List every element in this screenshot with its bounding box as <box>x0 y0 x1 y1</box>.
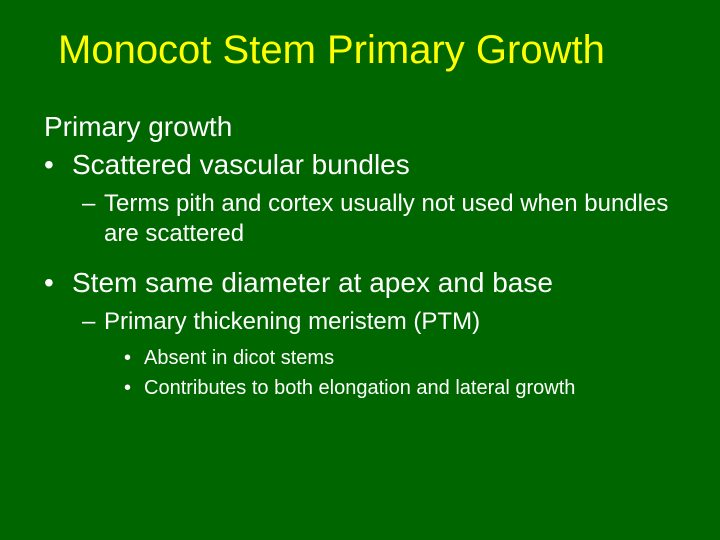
bullet-icon: • <box>44 149 72 181</box>
sub-bullet-text: Primary thickening meristem (PTM) <box>104 307 480 337</box>
sub-sub-bullet-text: Contributes to both elongation and later… <box>144 375 575 401</box>
bullet-icon: • <box>124 345 144 371</box>
bullet-item-1: • Scattered vascular bundles <box>44 149 680 181</box>
bullet-icon: • <box>44 267 72 299</box>
bullet-text: Stem same diameter at apex and base <box>72 267 553 299</box>
slide: Monocot Stem Primary Growth Primary grow… <box>0 0 720 540</box>
sub-bullet-text: Terms pith and cortex usually not used w… <box>104 189 680 249</box>
sub-sub-bullet-2-1-1: • Absent in dicot stems <box>124 345 680 371</box>
dash-icon: – <box>82 189 104 249</box>
sub-bullet-2-1: – Primary thickening meristem (PTM) <box>82 307 680 337</box>
sub-bullet-1-1: – Terms pith and cortex usually not used… <box>82 189 680 249</box>
sub-sub-bullet-text: Absent in dicot stems <box>144 345 334 371</box>
dash-icon: – <box>82 307 104 337</box>
bullet-item-2: • Stem same diameter at apex and base <box>44 267 680 299</box>
slide-title: Monocot Stem Primary Growth <box>58 28 680 73</box>
slide-body: Primary growth • Scattered vascular bund… <box>40 111 680 401</box>
bullet-text: Scattered vascular bundles <box>72 149 410 181</box>
body-heading: Primary growth <box>44 111 680 143</box>
bullet-icon: • <box>124 375 144 401</box>
sub-sub-bullet-2-1-2: • Contributes to both elongation and lat… <box>124 375 680 401</box>
